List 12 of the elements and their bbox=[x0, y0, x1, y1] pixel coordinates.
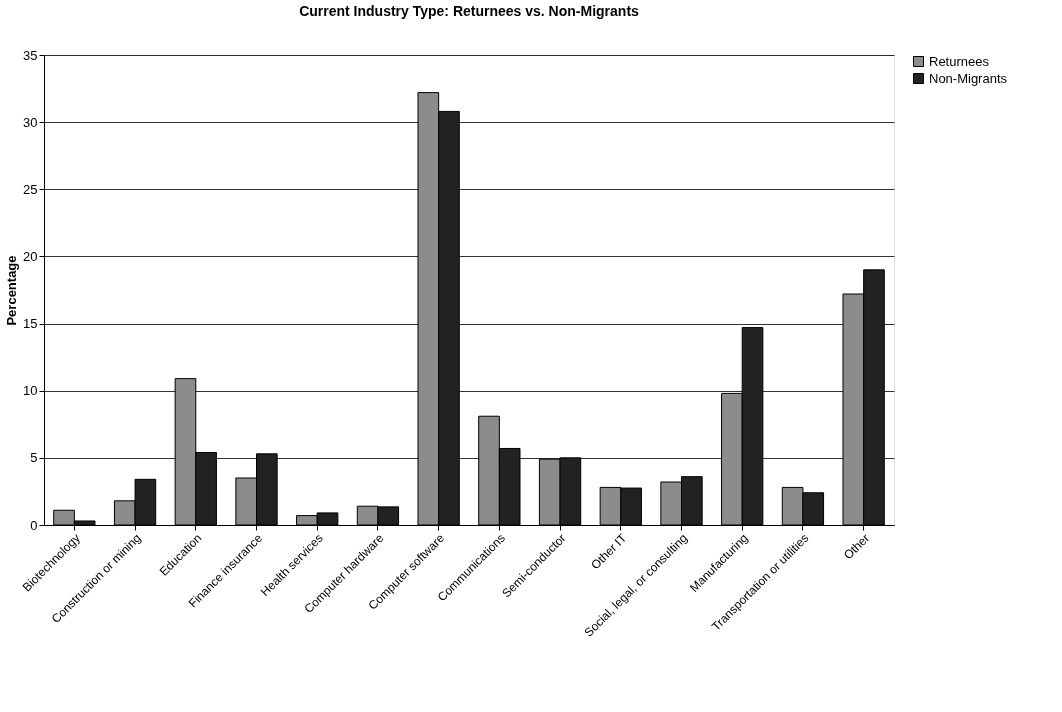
legend-label: Returnees bbox=[929, 53, 990, 69]
chart-title: Current Industry Type: Returnees vs. Non-Migrants bbox=[299, 3, 640, 19]
y-tick-label: 5 bbox=[30, 450, 38, 466]
y-tick-label: 30 bbox=[23, 114, 38, 130]
y-tick-label: 25 bbox=[23, 181, 38, 197]
y-axis-title: Percentage bbox=[4, 255, 20, 326]
y-tick-label: 20 bbox=[23, 248, 38, 264]
y-tick-label: 0 bbox=[30, 517, 38, 533]
y-tick-label: 15 bbox=[23, 316, 38, 332]
y-tick-label: 35 bbox=[23, 47, 38, 63]
legend-label: Non-Migrants bbox=[929, 70, 1008, 86]
y-tick-label: 10 bbox=[23, 383, 38, 399]
